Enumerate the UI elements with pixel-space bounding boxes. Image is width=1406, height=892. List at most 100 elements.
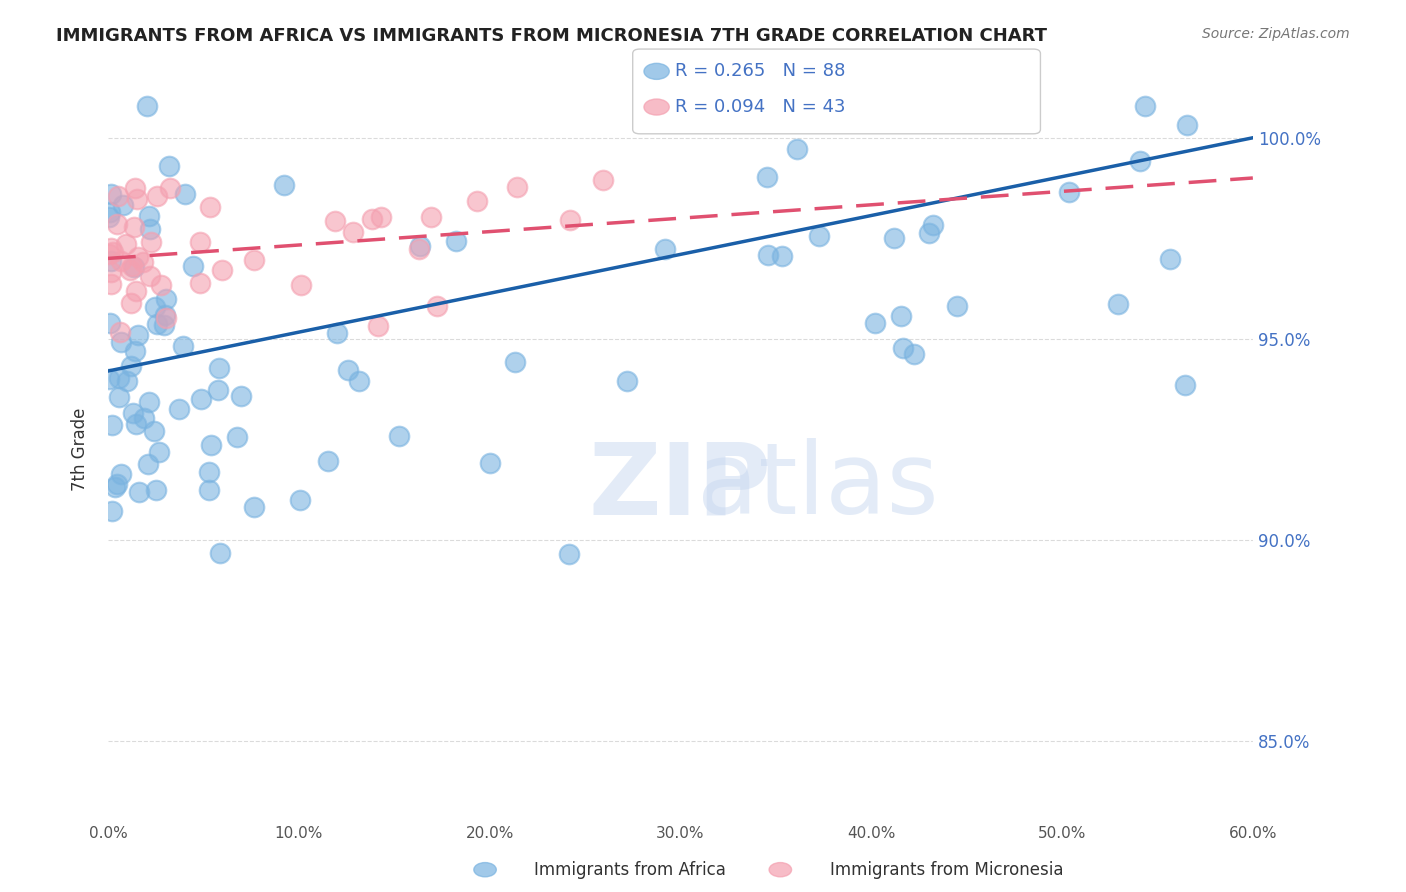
Point xyxy=(127,327,149,342)
Point xyxy=(1107,297,1129,311)
Point xyxy=(207,383,229,397)
Point xyxy=(110,335,132,350)
Text: Immigrants from Micronesia: Immigrants from Micronesia xyxy=(830,861,1063,879)
Point xyxy=(124,344,146,359)
Point xyxy=(181,259,204,273)
Point xyxy=(408,242,430,256)
Point xyxy=(128,484,150,499)
Point xyxy=(108,370,131,384)
Point xyxy=(125,417,148,431)
Point xyxy=(945,299,967,313)
Point xyxy=(755,169,778,184)
Point xyxy=(136,457,159,471)
Point xyxy=(347,374,370,388)
Point xyxy=(127,192,149,206)
Point xyxy=(122,406,145,420)
Point xyxy=(654,242,676,256)
Point xyxy=(145,318,167,332)
Point xyxy=(118,263,141,277)
Point xyxy=(770,249,793,263)
Point xyxy=(122,260,145,275)
Point xyxy=(198,200,221,214)
Text: ZIP: ZIP xyxy=(589,438,772,535)
Point xyxy=(337,363,360,377)
Point xyxy=(138,394,160,409)
Point xyxy=(863,316,886,330)
Text: R = 0.265   N = 88: R = 0.265 N = 88 xyxy=(675,62,845,80)
Point xyxy=(97,246,120,260)
Point xyxy=(157,159,180,173)
Point xyxy=(506,180,529,194)
Point xyxy=(111,198,134,212)
Point xyxy=(444,234,467,248)
Point xyxy=(98,211,121,225)
Point xyxy=(100,254,122,268)
Point xyxy=(132,254,155,268)
Point xyxy=(208,546,231,560)
Point xyxy=(188,235,211,249)
Point xyxy=(145,483,167,498)
Point xyxy=(558,212,581,227)
Point xyxy=(242,253,264,268)
Point xyxy=(273,178,295,192)
Point xyxy=(903,347,925,361)
Point xyxy=(124,220,146,235)
Point xyxy=(98,316,121,330)
Point xyxy=(138,209,160,223)
Point xyxy=(208,360,231,375)
Point xyxy=(100,265,122,279)
Point xyxy=(149,278,172,293)
Point xyxy=(367,318,389,333)
Point xyxy=(132,411,155,425)
Point xyxy=(198,483,221,497)
Point xyxy=(172,339,194,353)
Point xyxy=(197,465,219,479)
Point xyxy=(190,392,212,407)
Text: Source: ZipAtlas.com: Source: ZipAtlas.com xyxy=(1202,27,1350,41)
Point xyxy=(592,173,614,187)
Point xyxy=(323,214,346,228)
Point xyxy=(115,237,138,252)
Point xyxy=(426,299,449,313)
Point xyxy=(120,359,142,373)
Point xyxy=(942,98,965,112)
Point xyxy=(174,187,197,202)
Point xyxy=(105,217,128,231)
Point xyxy=(465,194,488,209)
Point xyxy=(1174,378,1197,392)
Point xyxy=(148,445,170,459)
Point xyxy=(153,318,176,332)
Text: IMMIGRANTS FROM AFRICA VS IMMIGRANTS FROM MICRONESIA 7TH GRADE CORRELATION CHART: IMMIGRANTS FROM AFRICA VS IMMIGRANTS FRO… xyxy=(56,27,1047,45)
Point xyxy=(229,389,252,403)
Point xyxy=(188,276,211,290)
Point xyxy=(1175,119,1198,133)
Point xyxy=(115,374,138,388)
Point xyxy=(108,390,131,404)
Point xyxy=(1129,153,1152,168)
Point xyxy=(120,296,142,310)
Point xyxy=(388,429,411,443)
Point xyxy=(107,477,129,491)
Point xyxy=(786,142,808,156)
Point xyxy=(100,241,122,255)
Point xyxy=(890,309,912,323)
Point xyxy=(110,467,132,482)
Point xyxy=(108,325,131,339)
Point xyxy=(891,342,914,356)
Point xyxy=(100,503,122,517)
Point xyxy=(100,277,122,291)
Point xyxy=(103,244,125,259)
Point xyxy=(125,284,148,298)
Point xyxy=(141,235,163,249)
Point xyxy=(107,189,129,203)
Point xyxy=(127,250,149,264)
Point xyxy=(101,418,124,433)
Point xyxy=(326,326,349,341)
Point xyxy=(142,424,165,438)
Point xyxy=(155,310,177,325)
Point xyxy=(883,231,905,245)
Point xyxy=(124,181,146,195)
Point xyxy=(316,454,339,468)
Point xyxy=(290,277,312,292)
Point xyxy=(808,229,831,244)
